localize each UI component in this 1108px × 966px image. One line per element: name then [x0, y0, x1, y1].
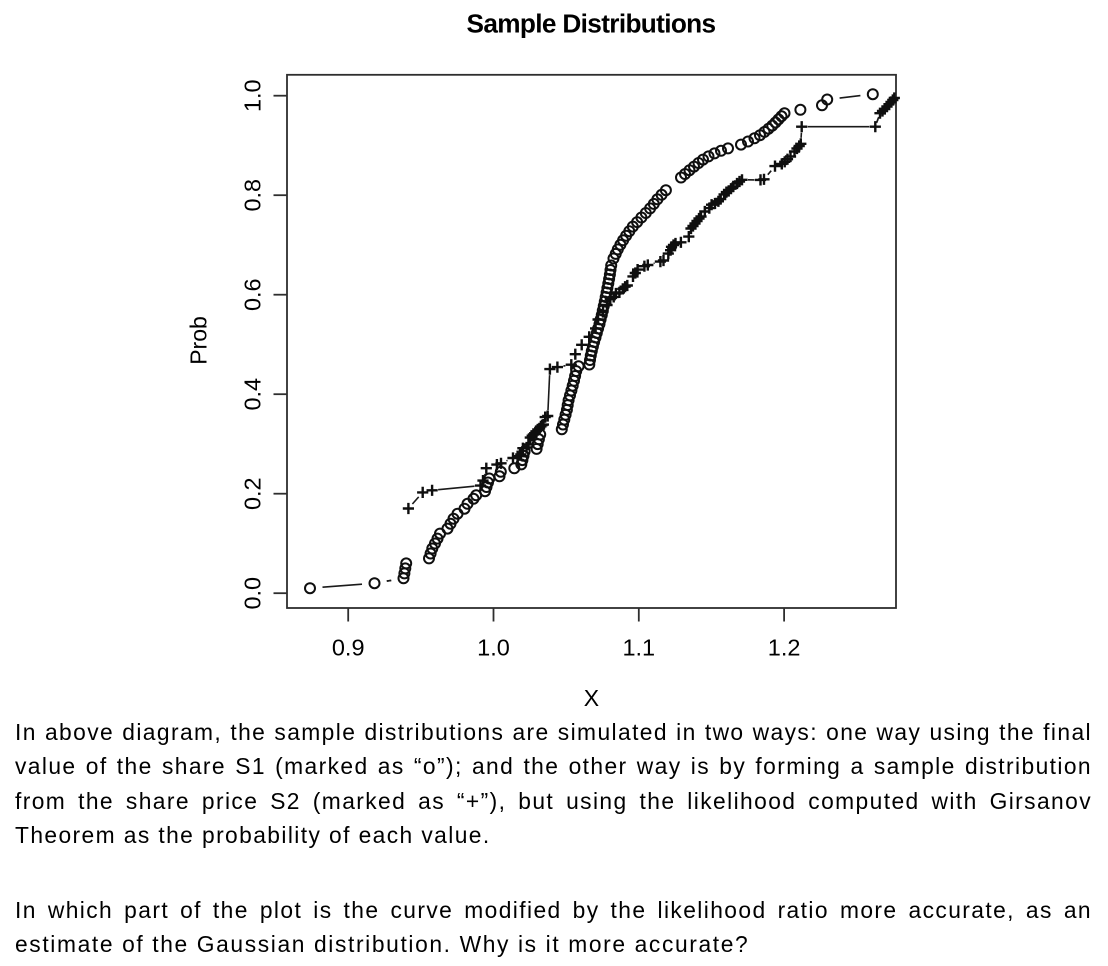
- svg-text:1.1: 1.1: [622, 635, 655, 661]
- svg-text:X: X: [584, 685, 599, 711]
- svg-text:0.4: 0.4: [240, 378, 266, 411]
- svg-text:0.2: 0.2: [240, 477, 266, 510]
- svg-text:0.9: 0.9: [332, 635, 365, 661]
- svg-text:0.0: 0.0: [240, 577, 266, 610]
- svg-text:Sample Distributions: Sample Distributions: [467, 9, 716, 39]
- svg-text:1.2: 1.2: [768, 635, 801, 661]
- svg-text:1.0: 1.0: [240, 79, 266, 112]
- svg-text:0.8: 0.8: [240, 179, 266, 212]
- svg-text:0.6: 0.6: [240, 278, 266, 311]
- svg-text:1.0: 1.0: [477, 635, 510, 661]
- svg-text:Prob: Prob: [186, 316, 212, 365]
